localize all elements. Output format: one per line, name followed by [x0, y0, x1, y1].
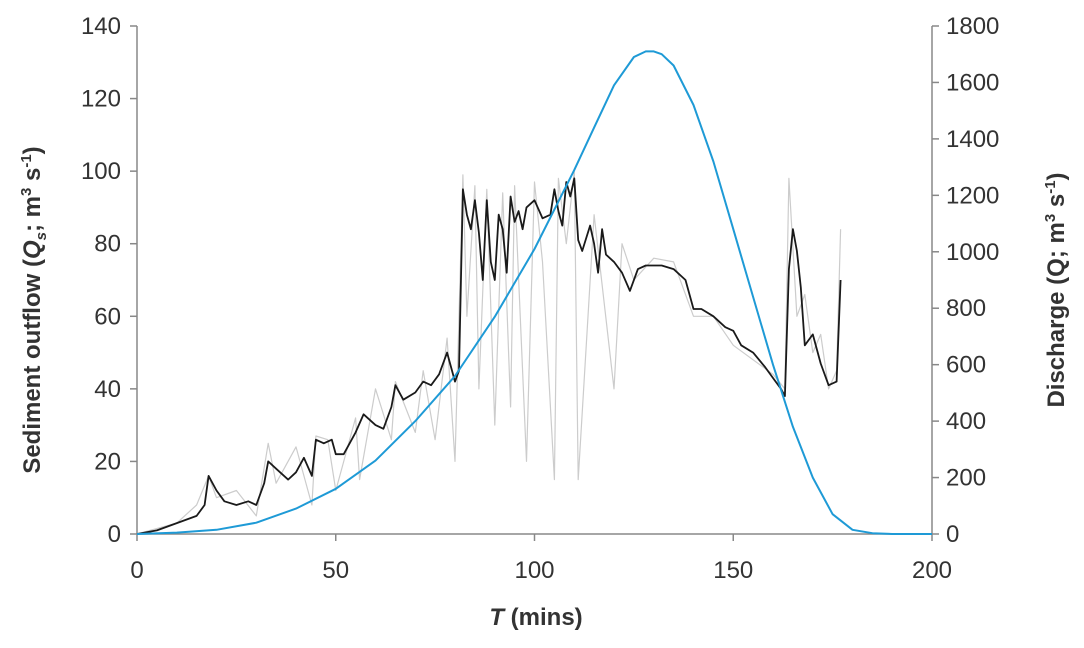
series-group	[136, 50, 932, 535]
x-tick-label: 100	[514, 557, 554, 584]
y-right-label-mid: s	[1043, 194, 1070, 214]
y-right-tick-label: 600	[946, 352, 986, 379]
y-axis-right-label: Discharge (Q; m3 s-1)	[1042, 172, 1070, 407]
y-left-tick-label: 140	[81, 13, 121, 40]
y-left-tick-label: 0	[108, 521, 121, 548]
y-right-label-sup1: 3	[1042, 214, 1059, 222]
y-right-tick-label: 200	[946, 465, 986, 492]
y-left-tick-label: 100	[81, 158, 121, 185]
y-left-tick-label: 120	[81, 86, 121, 113]
y-left-label-mid: ; m	[19, 196, 46, 232]
series-line-smoothed	[136, 177, 842, 535]
y-right-tick-label: 1800	[946, 13, 999, 40]
y-left-label-mid2: s	[19, 168, 46, 188]
x-tick-label: 0	[130, 557, 143, 584]
y-right-tick-label: 1200	[946, 182, 999, 209]
y-left-label-var: Q	[19, 240, 46, 259]
y-right-tick-label: 800	[946, 295, 986, 322]
series-line-discharge	[136, 50, 932, 535]
y-right-tick-label: 1600	[946, 69, 999, 96]
y-left-tick-label: 40	[94, 376, 121, 403]
y-left-tick-label: 80	[94, 231, 121, 258]
x-axis-label-rest: (mins)	[504, 604, 583, 631]
y-axis-left-label: Sediment outflow (Qs; m3 s-1)	[18, 146, 50, 473]
y-left-tick-label: 20	[94, 448, 121, 475]
axis-labels-group: T (mins) Sediment outflow (Qs; m3 s-1) D…	[18, 146, 1070, 631]
y-left-label-end: )	[19, 146, 46, 154]
x-tick-label: 50	[322, 557, 349, 584]
y-right-label-sup2: -1	[1042, 180, 1059, 193]
y-right-tick-label: 1400	[946, 126, 999, 153]
y-left-label-sup1: 3	[18, 188, 35, 196]
y-right-tick-label: 400	[946, 408, 986, 435]
x-tick-label: 200	[912, 557, 952, 584]
x-axis-label: T (mins)	[489, 604, 582, 631]
y-left-label-main: Sediment outflow (	[19, 259, 46, 474]
x-tick-label: 150	[713, 557, 753, 584]
y-right-tick-label: 0	[946, 521, 959, 548]
y-right-label-end: )	[1043, 172, 1070, 180]
y-right-label-main: Discharge (Q; m	[1043, 222, 1070, 407]
y-left-tick-label: 60	[94, 303, 121, 330]
y-right-tick-label: 1000	[946, 239, 999, 266]
y-left-label-sub: s	[33, 232, 50, 240]
axes-group: 0204060801001201400200400600800100012001…	[81, 13, 999, 584]
x-axis-label-italic: T	[489, 604, 506, 631]
y-left-label-sup2: -1	[18, 154, 35, 167]
series-line-raw	[136, 170, 842, 535]
